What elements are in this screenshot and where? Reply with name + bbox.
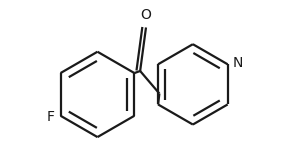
Text: F: F: [47, 110, 55, 124]
Text: N: N: [233, 56, 243, 70]
Text: O: O: [140, 9, 152, 22]
